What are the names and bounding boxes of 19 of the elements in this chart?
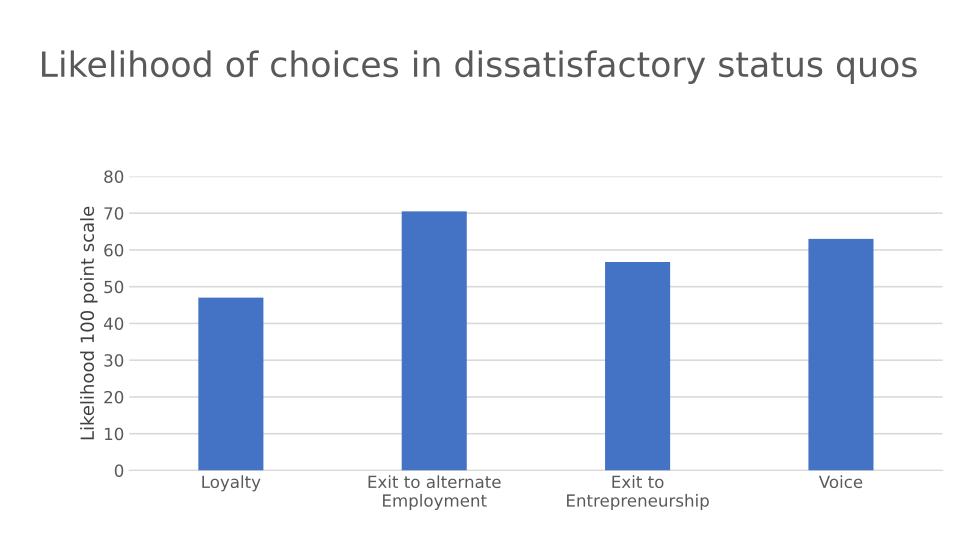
y-axis-title: Likelihood 100 point scale (80, 206, 98, 440)
x-tick-label: Exit to Entrepreneurship (567, 475, 709, 510)
x-tick-label: Loyalty (202, 475, 261, 492)
y-tick-label: 40 (104, 317, 124, 330)
y-tick-label: 70 (104, 207, 124, 220)
bar (808, 238, 874, 470)
y-tick-label: 30 (104, 354, 124, 367)
y-tick-label: 10 (104, 428, 124, 440)
bar (605, 262, 670, 470)
y-tick-label: 80 (104, 170, 124, 183)
y-tick-label: 60 (104, 244, 124, 256)
chart-title: Likelihood of choices in dissatisfactory status quos (42, 50, 917, 84)
x-tick-label: Voice (818, 475, 862, 488)
bar (198, 298, 264, 470)
y-tick-label: 20 (104, 390, 124, 404)
y-tick-label: 0 (114, 464, 124, 477)
y-tick-label: 50 (104, 280, 124, 294)
x-tick-label: Exit to alternate Employment (368, 475, 501, 510)
bar (402, 211, 467, 470)
